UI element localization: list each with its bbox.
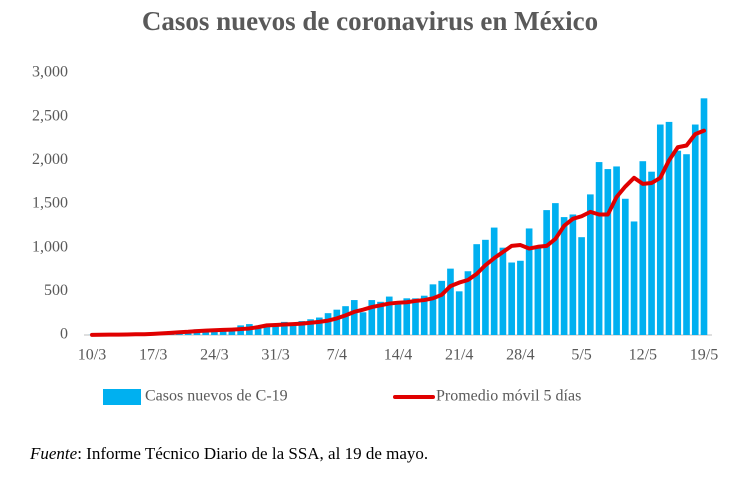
bar [604, 169, 612, 335]
y-tick-label: 1,000 [32, 238, 68, 255]
bar [211, 331, 218, 335]
bar [656, 124, 664, 335]
bar [490, 227, 498, 335]
bar [499, 247, 507, 335]
bar [578, 237, 585, 335]
bar [272, 323, 279, 335]
source-label: Fuente [29, 444, 78, 463]
bar [621, 198, 629, 335]
bar [534, 247, 542, 335]
bar [307, 319, 314, 335]
bar [613, 166, 620, 335]
bar [385, 296, 393, 335]
x-tick-label: 5/5 [571, 347, 591, 364]
legend-label: Promedio móvil 5 días [436, 388, 581, 405]
bar [359, 312, 367, 335]
bar [630, 221, 638, 335]
bar [508, 262, 515, 335]
bar [552, 203, 559, 335]
x-tick-label: 14/4 [384, 347, 412, 364]
x-tick-label: 28/4 [506, 347, 534, 364]
source-text: : Informe Técnico Diario de la SSA, al 1… [77, 444, 428, 463]
y-tick-label: 0 [60, 326, 68, 343]
y-tick-label: 500 [44, 282, 68, 299]
bar [394, 301, 402, 335]
bar [403, 298, 411, 335]
bar [219, 328, 227, 335]
bar [525, 228, 533, 335]
bar [674, 150, 682, 335]
bar [447, 268, 454, 335]
bar [595, 162, 603, 335]
bar [377, 301, 384, 335]
bar [587, 194, 594, 335]
bar [482, 239, 489, 335]
bar [665, 121, 673, 335]
bar [569, 214, 577, 335]
x-tick-label: 17/3 [139, 347, 167, 364]
x-tick-label: 19/5 [690, 347, 718, 364]
y-tick-label: 3,000 [32, 64, 68, 81]
bar [429, 284, 437, 335]
legend-label: Casos nuevos de C-19 [145, 388, 288, 405]
y-tick-label: 2,000 [32, 151, 68, 168]
x-tick-label: 7/4 [327, 347, 347, 364]
x-tick-label: 10/3 [78, 347, 106, 364]
x-tick-label: 24/3 [200, 347, 228, 364]
bar [324, 313, 332, 335]
bar [281, 321, 288, 335]
bar [350, 300, 358, 335]
moving-average-line [90, 128, 706, 337]
bar [420, 295, 428, 335]
bar [333, 309, 341, 335]
bar [254, 326, 262, 335]
legend-swatch [103, 389, 141, 405]
bar [315, 317, 323, 335]
bar [683, 154, 690, 335]
bar [543, 210, 550, 335]
y-tick-label: 1,500 [32, 195, 68, 212]
x-tick-label: 12/5 [629, 347, 657, 364]
y-tick-label: 2,500 [32, 107, 68, 124]
bar [342, 306, 349, 335]
bar [438, 280, 446, 335]
bar [228, 328, 236, 335]
bar [202, 330, 209, 335]
bar [289, 324, 297, 335]
x-tick-label: 31/3 [261, 347, 289, 364]
bar [639, 161, 647, 335]
bar [464, 271, 472, 335]
bar [368, 300, 376, 335]
bar [648, 171, 655, 335]
bar [412, 298, 419, 335]
x-tick-label: 21/4 [445, 347, 473, 364]
bar [560, 217, 568, 335]
bar [691, 124, 699, 335]
bar [700, 98, 708, 336]
bar [298, 321, 306, 335]
bar [473, 244, 481, 335]
bar [517, 260, 524, 335]
source-note: Fuente: Informe Técnico Diario de la SSA… [29, 444, 428, 463]
bar [455, 291, 463, 335]
chart-title: Casos nuevos de coronavirus en México [142, 6, 598, 36]
bar [263, 324, 271, 335]
